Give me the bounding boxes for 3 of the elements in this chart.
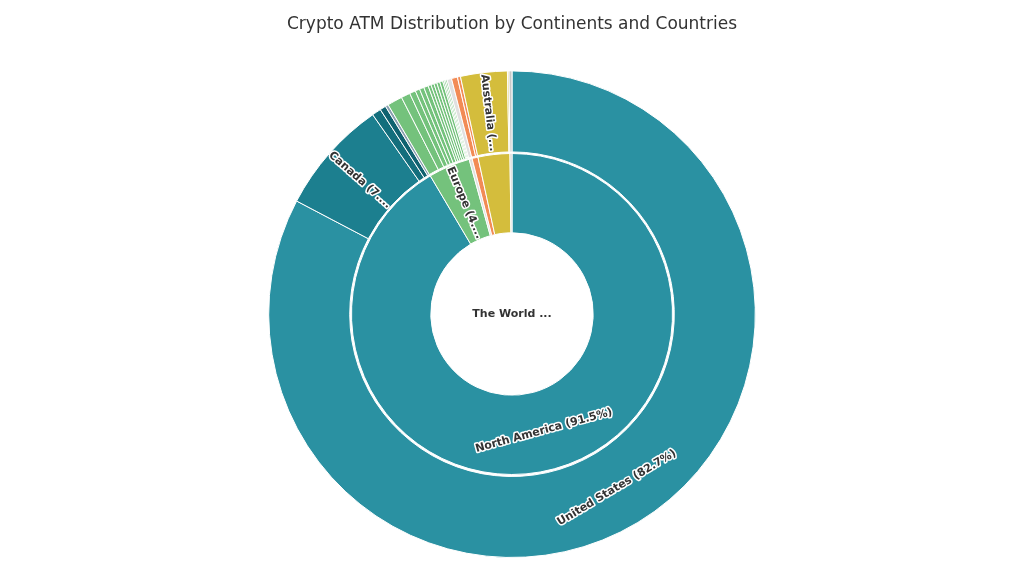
text: The World ... [472, 307, 552, 321]
chart-title: Crypto ATM Distribution by Continents and Countries [286, 12, 738, 33]
slice-label: Australia (... [478, 73, 501, 152]
